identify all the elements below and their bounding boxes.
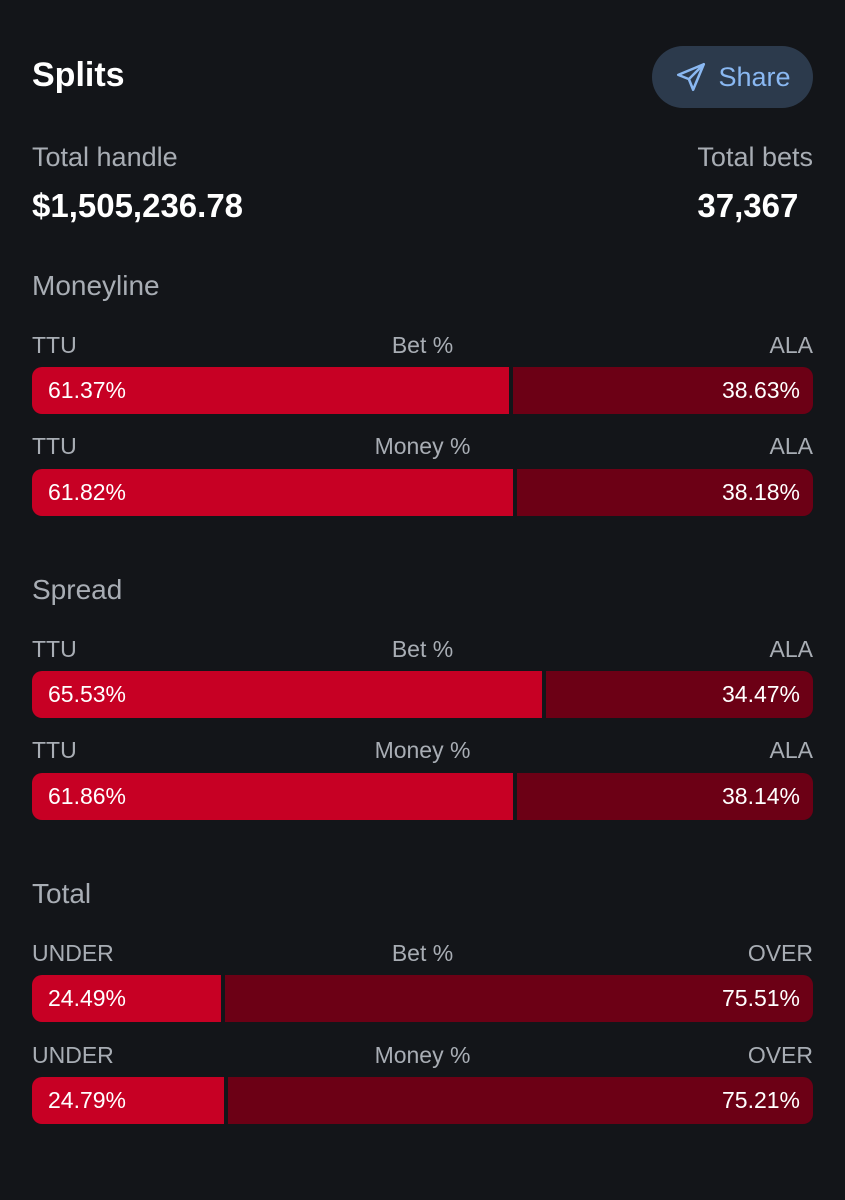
split-bar-right: 75.21% [227, 1077, 813, 1124]
section-title-spread: Spread [32, 574, 123, 605]
paper-plane-icon [677, 62, 706, 92]
metric-label: Money % [374, 433, 471, 459]
right-team-label: OVER [747, 1042, 813, 1068]
split-bar-divider [509, 367, 514, 414]
metric-label: Money % [374, 737, 471, 763]
split-bar-right: 38.18% [516, 469, 813, 516]
split-bar-left: 24.79% [32, 1077, 224, 1124]
total-bets: Total bets 37,367 [697, 142, 813, 225]
right-team-label: OVER [747, 940, 813, 966]
right-team-label: ALA [769, 433, 813, 459]
left-team-label: TTU [32, 433, 77, 459]
total-bets-value: 37,367 [697, 187, 799, 224]
split-bar-left: 61.86% [32, 773, 514, 820]
split-bar-left: 61.37% [32, 367, 510, 414]
right-team-label: ALA [769, 737, 813, 763]
left-team-label: TTU [32, 636, 77, 662]
metric-label: Bet % [391, 636, 454, 662]
split-bar-right: 75.51% [225, 975, 813, 1022]
header: Splits Share [32, 46, 813, 108]
split-bar: 61.82% 38.18% [32, 469, 813, 516]
split-bar-divider [223, 1077, 228, 1124]
split-bar: 65.53% 34.47% [32, 671, 813, 718]
split-bar-left: 61.82% [32, 469, 513, 516]
split-bar-left: 24.49% [32, 975, 222, 1022]
split-bar: 61.86% 38.14% [32, 773, 813, 820]
split-bar-divider [512, 469, 517, 516]
left-team-label: UNDER [32, 1042, 114, 1068]
left-team-label: UNDER [32, 940, 114, 966]
share-button[interactable]: Share [652, 46, 813, 108]
split-bar-divider [541, 671, 546, 718]
total-handle-label: Total handle [32, 142, 178, 172]
split-bar: 24.49% 75.51% [32, 975, 813, 1022]
section-title-total: Total [32, 878, 92, 909]
split-bar-right: 38.14% [517, 773, 813, 820]
left-team-label: TTU [32, 332, 77, 358]
split-bar: 61.37% 38.63% [32, 367, 813, 414]
row-labels: TTU Bet % ALA [32, 332, 813, 362]
split-bar-left: 65.53% [32, 671, 542, 718]
totals: Total handle $1,505,236.78 Total bets 37… [32, 142, 813, 232]
share-label: Share [718, 61, 791, 92]
right-team-label: ALA [769, 636, 813, 662]
metric-label: Bet % [391, 940, 454, 966]
page-title: Splits [32, 56, 125, 94]
metric-label: Money % [374, 1042, 471, 1068]
total-bets-label: Total bets [697, 142, 813, 172]
total-handle-value: $1,505,236.78 [32, 187, 244, 224]
row-labels: TTU Money % ALA [32, 737, 813, 767]
section-title-moneyline: Moneyline [32, 270, 160, 301]
metric-label: Bet % [391, 332, 454, 358]
row-labels: TTU Money % ALA [32, 433, 813, 463]
row-labels: TTU Bet % ALA [32, 636, 813, 666]
split-bar-right: 34.47% [545, 671, 813, 718]
split-bar-right: 38.63% [513, 367, 813, 414]
total-handle: Total handle $1,505,236.78 [32, 142, 243, 225]
split-bar-divider [221, 975, 226, 1022]
right-team-label: ALA [769, 332, 813, 358]
split-bar-divider [513, 773, 518, 820]
split-bar: 24.79% 75.21% [32, 1077, 813, 1124]
row-labels: UNDER Bet % OVER [32, 940, 813, 970]
row-labels: UNDER Money % OVER [32, 1042, 813, 1072]
left-team-label: TTU [32, 737, 77, 763]
